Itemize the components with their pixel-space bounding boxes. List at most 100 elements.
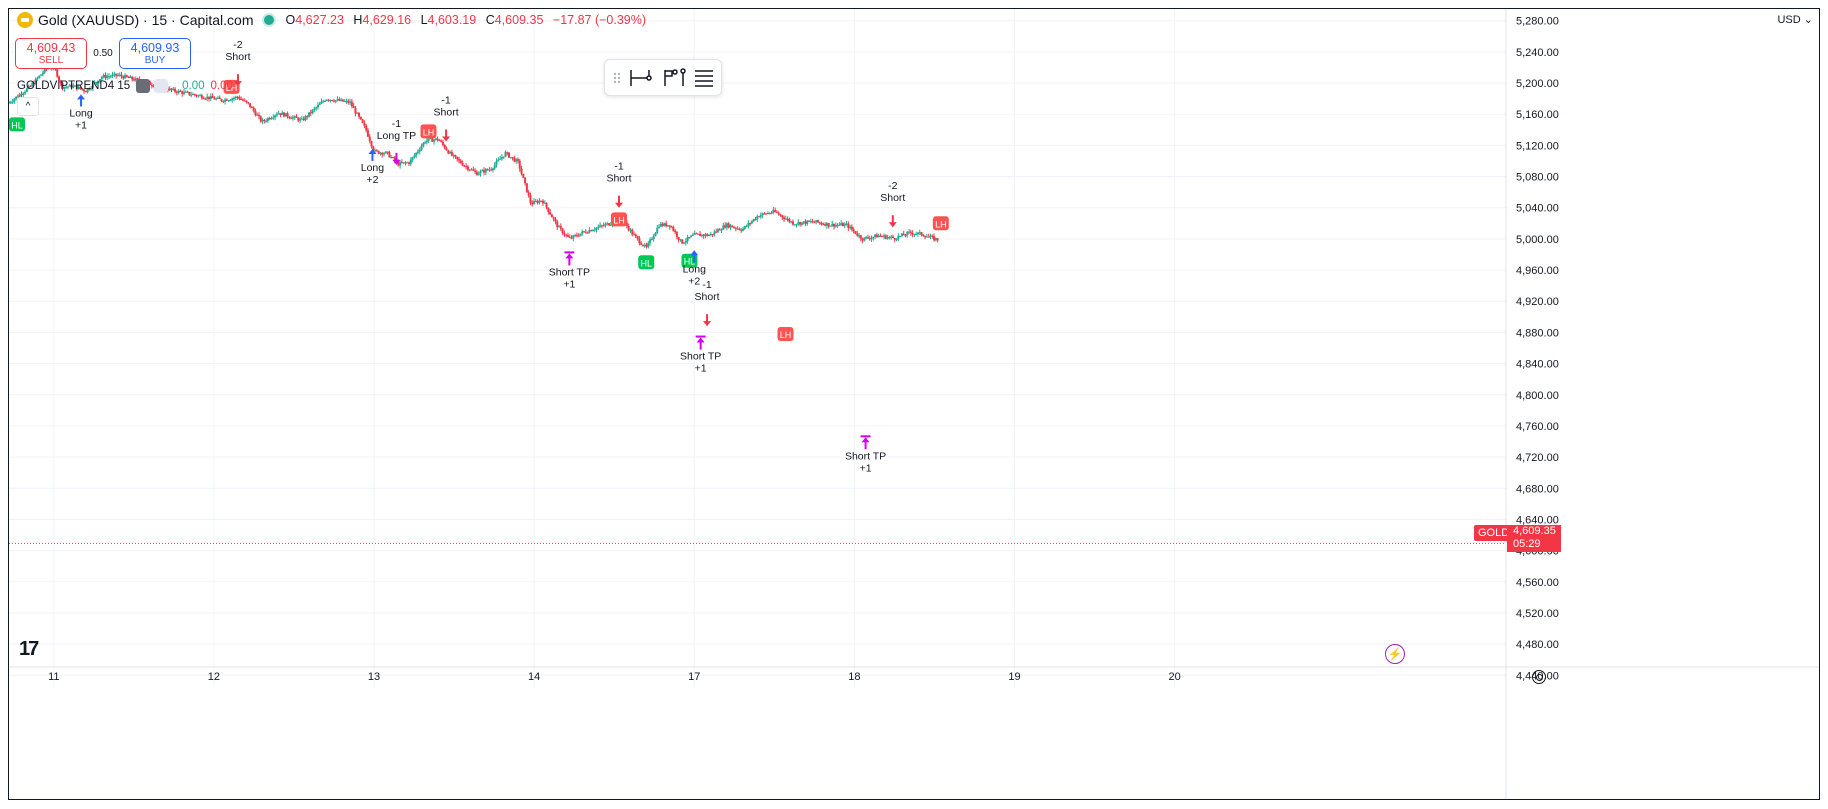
candle-body	[508, 152, 511, 158]
candle-body	[788, 218, 791, 222]
candle-body	[927, 236, 930, 238]
candle-body	[300, 118, 303, 120]
candle-body	[374, 150, 377, 152]
drag-handle-icon[interactable]	[613, 72, 621, 84]
range-tool-icon[interactable]	[630, 70, 652, 86]
candle-body	[95, 82, 98, 84]
candle-body	[252, 107, 255, 111]
candle-body	[695, 233, 698, 235]
indicator-name[interactable]: GOLDVIPTREND4 15	[17, 80, 131, 92]
candle-body	[120, 74, 123, 77]
candle-body	[338, 99, 341, 101]
candle-body	[115, 73, 118, 76]
candle-body	[18, 94, 21, 97]
candle-body	[840, 223, 843, 225]
candle-body	[336, 99, 339, 101]
candle-body	[724, 225, 727, 228]
candle-body	[349, 101, 352, 103]
tradingview-logo[interactable]: 17	[19, 638, 39, 660]
candle-body	[356, 112, 359, 114]
short-arrowhead	[233, 81, 242, 87]
candle-body	[258, 114, 261, 117]
candle-body	[916, 232, 919, 234]
candle-body	[565, 234, 568, 236]
y-tick-label: 5,000.00	[1516, 234, 1559, 246]
flag-tool-icon[interactable]	[664, 69, 678, 86]
candle-body	[749, 223, 752, 225]
candle-body	[172, 88, 175, 90]
candle-body	[609, 224, 612, 226]
candle-body	[313, 108, 316, 110]
candle-body	[249, 103, 252, 107]
candle-body	[418, 149, 421, 152]
buy-button[interactable]: 4,609.93 BUY	[119, 38, 191, 69]
candle-body	[70, 84, 73, 88]
candle-body	[518, 160, 521, 169]
candle-body	[915, 233, 918, 235]
candle-body	[825, 223, 828, 226]
candle-body	[570, 237, 573, 239]
candle-body	[697, 233, 700, 235]
candle-body	[20, 94, 23, 96]
candle-body	[429, 138, 432, 140]
candle-body	[541, 200, 544, 204]
lightning-icon[interactable]: ⚡	[1385, 644, 1405, 664]
lh-marker	[777, 326, 794, 341]
line-tool-icon[interactable]	[680, 68, 686, 86]
indicator-settings-icon[interactable]	[136, 79, 151, 93]
candle-body	[297, 118, 300, 121]
sell-button[interactable]: 4,609.43 SELL	[15, 38, 87, 69]
candle-body	[59, 80, 62, 84]
candle-body	[272, 117, 275, 119]
candle-body	[102, 75, 105, 78]
symbol-title[interactable]: Gold (XAUUSD) · 15 · Capital.com	[38, 12, 254, 28]
candle-body	[399, 162, 402, 166]
last-price-tag: 4,609.35 05:29	[1507, 525, 1561, 552]
candle-body	[261, 120, 264, 122]
y-tick-label: 5,120.00	[1516, 140, 1559, 152]
candle-body	[733, 227, 736, 229]
ohlc-high-value: 4,629.16	[362, 13, 412, 27]
currency-selector[interactable]: USD ⌄	[1777, 13, 1813, 26]
collapse-legend-button[interactable]: ^	[17, 97, 39, 116]
candle-body	[284, 113, 287, 117]
indicator-source-icon[interactable]	[154, 79, 169, 93]
candle-body	[538, 200, 541, 203]
candle-body	[325, 99, 328, 101]
candle-body	[33, 83, 36, 85]
candle-body	[704, 234, 707, 236]
candle-body	[208, 96, 211, 99]
candle-body	[304, 116, 307, 121]
candle-body	[200, 95, 203, 99]
candle-body	[488, 169, 491, 171]
candle-body	[583, 231, 586, 233]
candle-body	[597, 226, 600, 228]
candle-body	[350, 101, 353, 107]
candle-body	[218, 97, 221, 100]
lh-label: LH	[423, 127, 435, 137]
candle-body	[834, 224, 837, 227]
candle-body	[770, 212, 773, 214]
candle-body	[499, 158, 502, 160]
settings-gear-icon[interactable]	[1532, 670, 1546, 684]
candle-body	[136, 78, 139, 80]
candle-body	[540, 200, 543, 202]
menu-lines-icon[interactable]	[695, 70, 713, 87]
candle-body	[443, 144, 446, 149]
candle-body	[641, 244, 644, 246]
candle-body	[388, 152, 391, 158]
sell-price: 4,609.43	[26, 40, 76, 55]
signal-label: -2	[233, 39, 242, 51]
candle-body	[236, 96, 239, 98]
candle-body	[483, 170, 486, 173]
candle-body	[847, 223, 850, 229]
candle-body	[72, 85, 75, 88]
candle-body	[781, 215, 784, 218]
candle-body	[9, 102, 12, 104]
price-chart[interactable]: 5,280.00 5,240.00 5,200.00 5,160.00 5,120.00…	[9, 9, 1819, 799]
y-tick-label: 4,840.00	[1516, 359, 1559, 371]
candle-body	[202, 98, 205, 100]
candle-body	[109, 76, 112, 78]
x-tick-label: 18	[848, 671, 860, 683]
candle-body	[466, 166, 469, 170]
